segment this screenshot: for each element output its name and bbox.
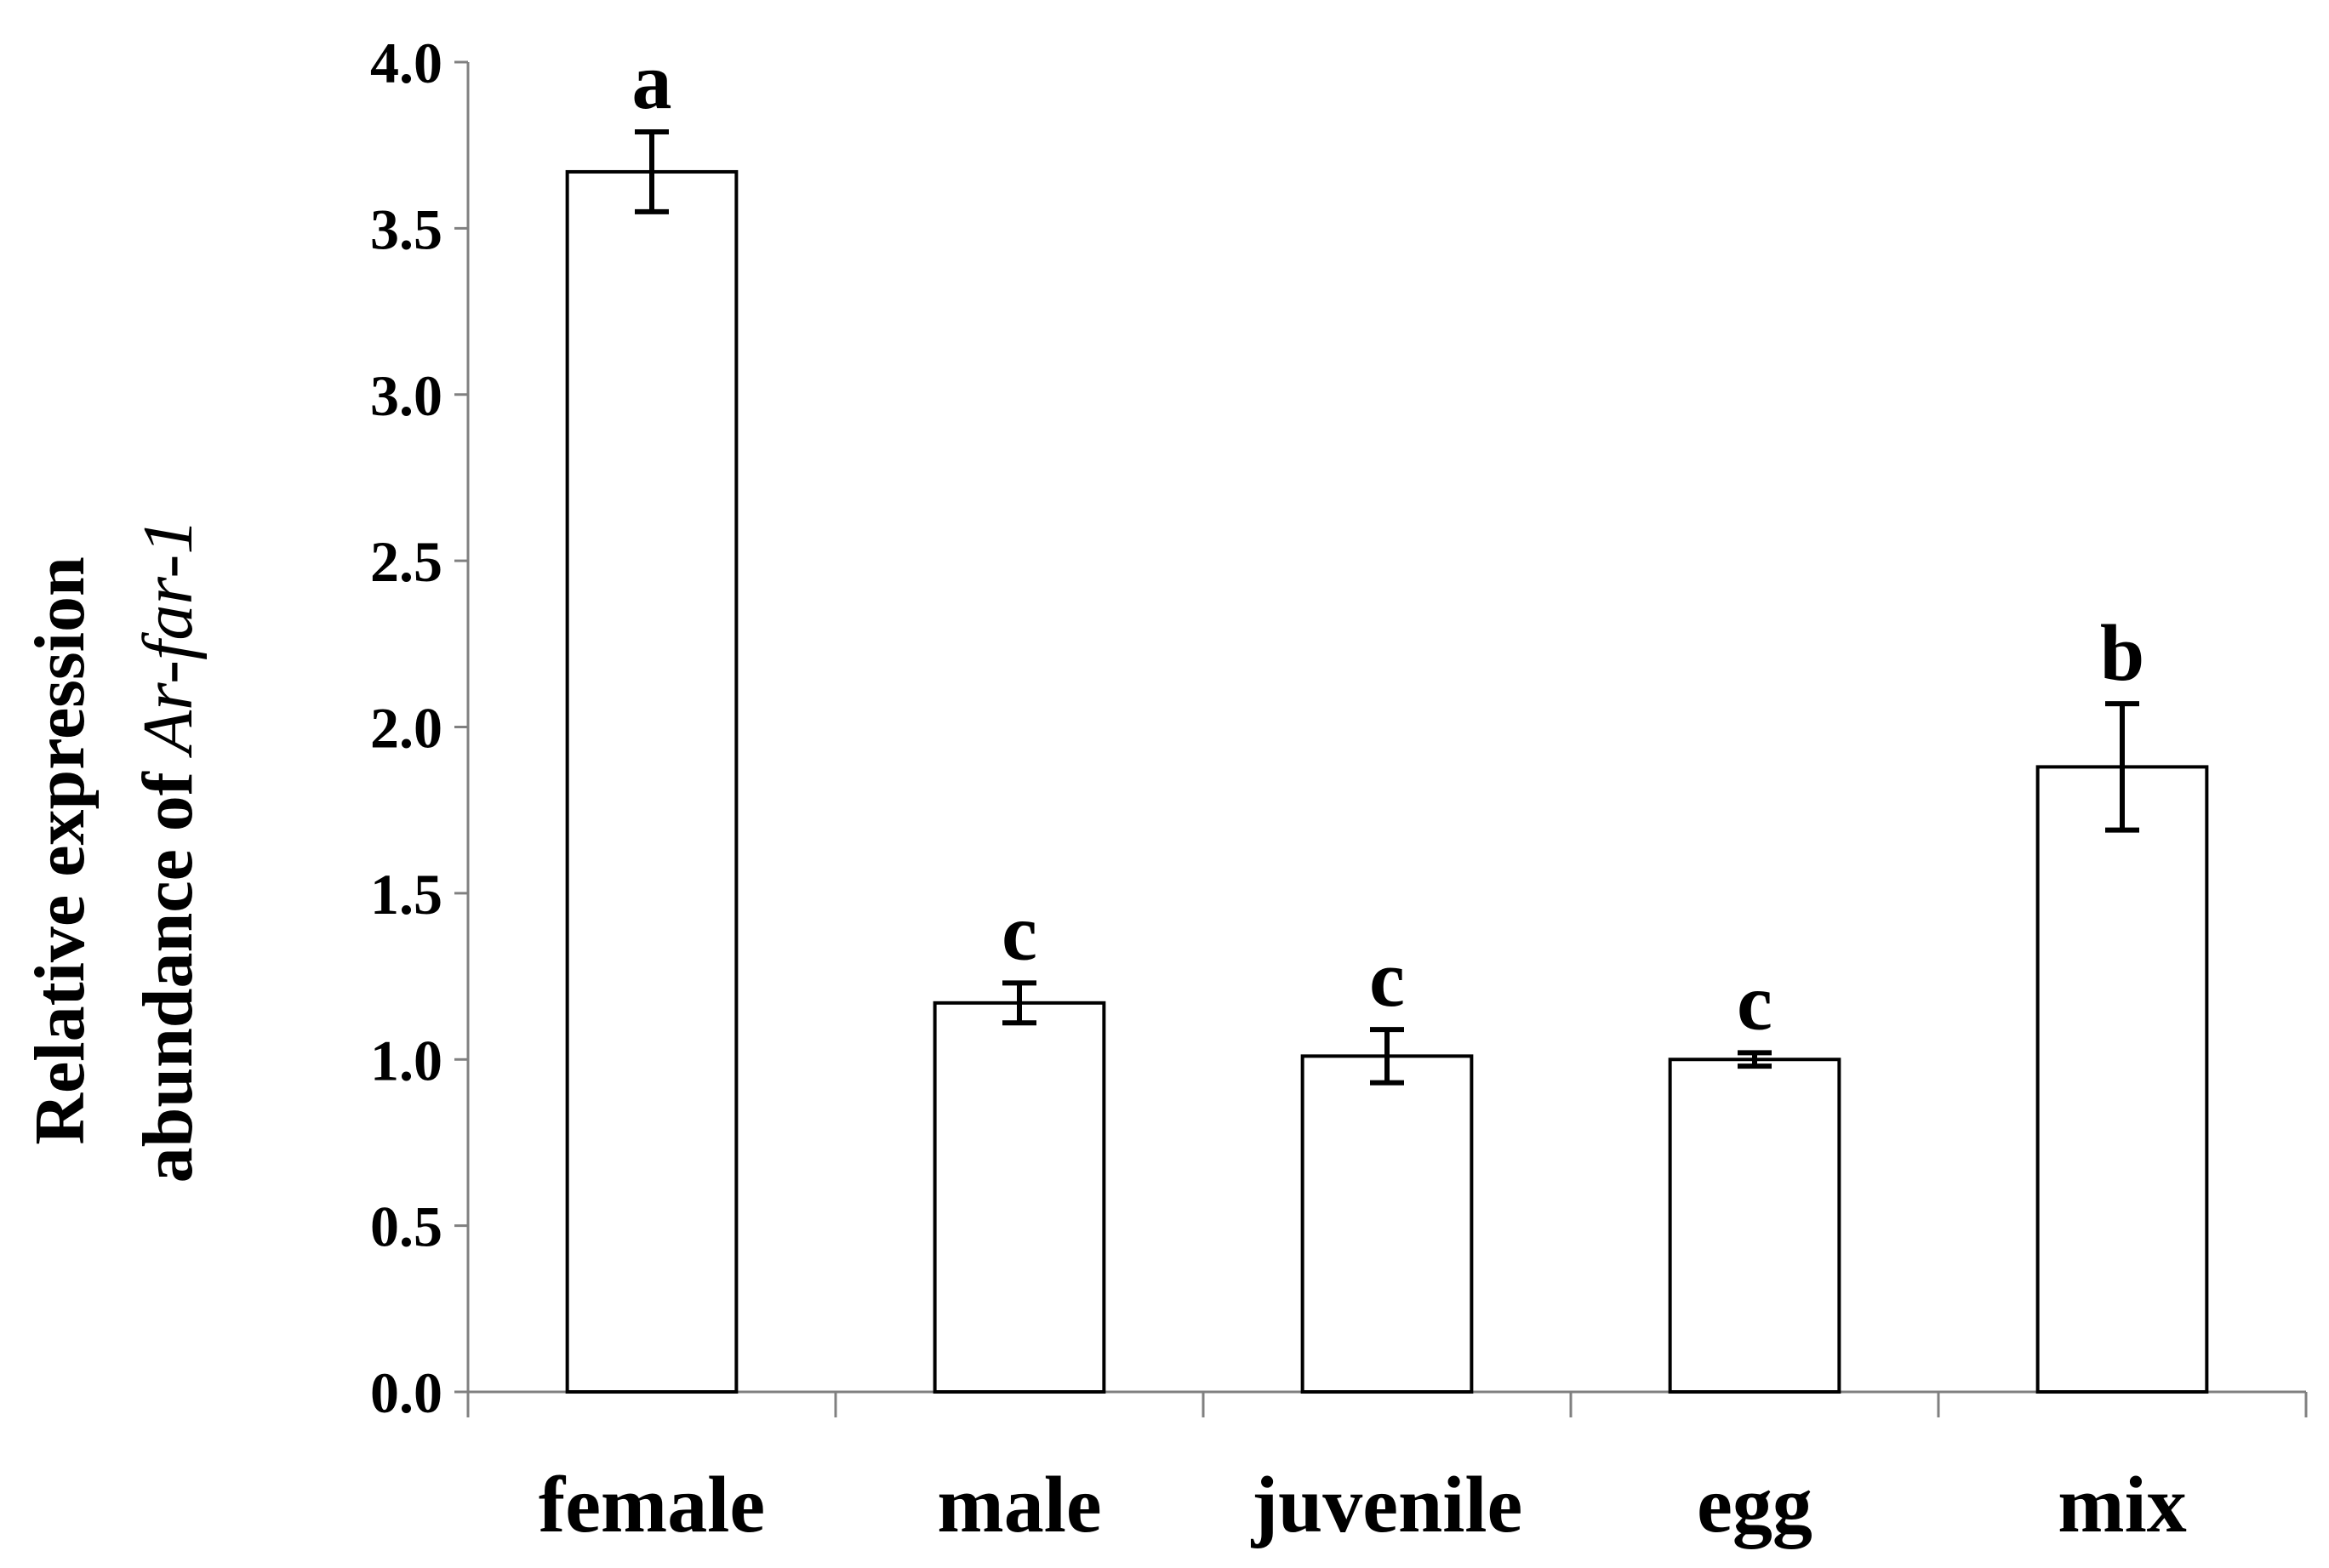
y-tick-label: 3.0 <box>370 363 442 428</box>
x-category-label: female <box>539 1461 765 1549</box>
x-category-label: male <box>937 1461 1101 1549</box>
bar <box>2035 765 2209 1394</box>
y-tick-label: 0.5 <box>370 1195 442 1259</box>
bar <box>933 1001 1106 1394</box>
y-tick-label: 4.0 <box>370 31 442 95</box>
bar <box>1300 1054 1474 1394</box>
x-category-label: egg <box>1697 1461 1812 1549</box>
significance-label: c <box>1002 888 1037 977</box>
y-tick-label: 3.5 <box>370 197 442 261</box>
y-tick-label: 2.0 <box>370 696 442 761</box>
y-axis: 0.0 0.5 1.0 1.5 2.0 2.5 3.0 3.5 4.0 <box>370 31 470 1425</box>
y-axis-label-line2: abundance of <box>128 754 208 1183</box>
y-tick-label: 0.0 <box>370 1360 442 1425</box>
significance-label: a <box>632 37 672 126</box>
significance-label: c <box>1369 935 1405 1023</box>
bar <box>1668 1058 1841 1394</box>
y-axis-label-gene: Ar-far-1 <box>128 519 208 759</box>
y-tick-label: 1.5 <box>370 862 442 927</box>
svg-text:Relative expression: Relative expression <box>20 556 100 1144</box>
x-category-label: mix <box>2058 1461 2186 1549</box>
svg-text:abundance of Ar-far-1: abundance of Ar-far-1 <box>128 519 208 1183</box>
bar <box>565 169 739 1394</box>
bars: a c c c b <box>565 37 2209 1394</box>
x-axis: female male juvenile egg mix <box>466 1390 2308 1549</box>
significance-label: c <box>1737 958 1772 1046</box>
x-category-label: juvenile <box>1251 1461 1523 1549</box>
y-axis-label: Relative expression abundance of Ar-far-… <box>20 519 208 1183</box>
y-axis-label-line1: Relative expression <box>20 556 100 1144</box>
significance-label: b <box>2100 609 2144 698</box>
y-tick-label: 2.5 <box>370 529 442 594</box>
y-tick-label: 1.0 <box>370 1028 442 1092</box>
